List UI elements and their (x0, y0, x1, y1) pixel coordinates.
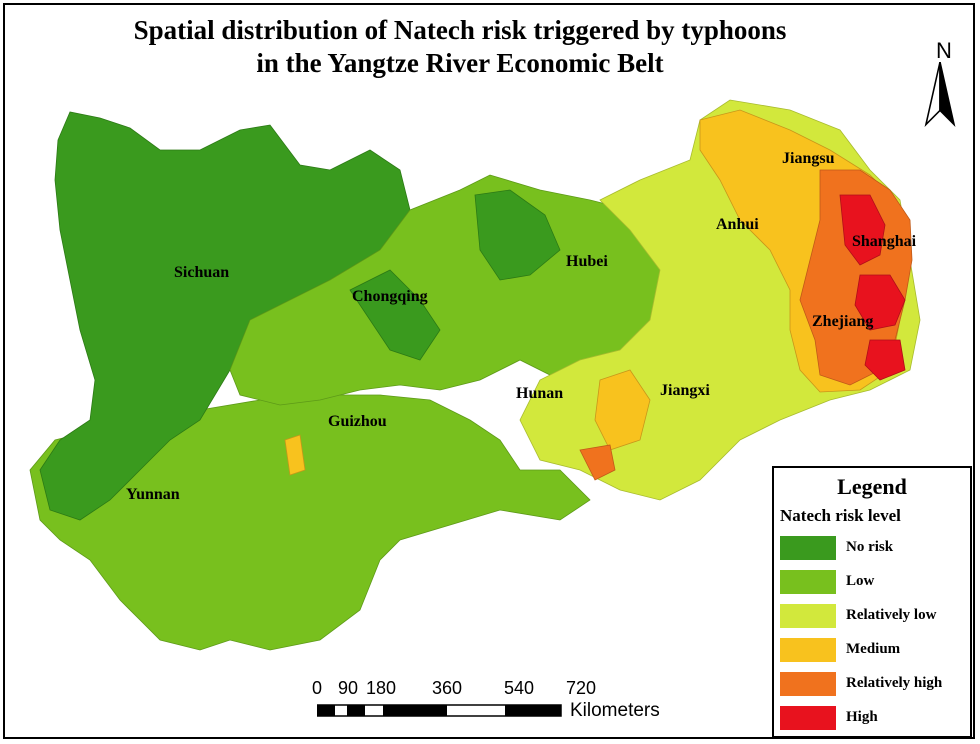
legend-label: High (846, 709, 878, 725)
legend-item-high: High (780, 706, 970, 732)
region-label-hubei: Hubei (566, 253, 608, 270)
region-label-yunnan: Yunnan (126, 486, 180, 503)
map-title-line-1: Spatial distribution of Natech risk trig… (133, 15, 787, 45)
scale-tick: 720 (566, 678, 597, 698)
legend-subtitle: Natech risk level (780, 506, 901, 525)
region-area-chongqing-norisk (349, 269, 441, 361)
region-area-shanghai-high (839, 194, 886, 266)
legend-label: Relatively high (846, 675, 943, 691)
legend-swatch (780, 672, 836, 696)
region-label-hunan: Hunan (516, 385, 564, 402)
legend-swatch (780, 536, 836, 560)
legend-item-no-risk: No risk (780, 536, 970, 562)
legend-swatch (780, 604, 836, 628)
legend-swatch (780, 706, 836, 730)
region-area-hubei-norisk (474, 189, 561, 281)
scale-tick: 180 (366, 678, 397, 698)
region-label-sichuan: Sichuan (174, 264, 230, 281)
legend-label: No risk (846, 539, 894, 555)
legend-label: Relatively low (846, 607, 937, 623)
region-label-shanghai: Shanghai (852, 233, 917, 250)
region-area-hunan-medium (579, 444, 616, 481)
map-title: Spatial distribution of Natech risk trig… (40, 14, 880, 80)
scale-tick: 0 (312, 678, 323, 698)
region-area-coast-high (864, 339, 906, 381)
region-label-chongqing: Chongqing (352, 288, 428, 305)
legend-swatch (780, 638, 836, 662)
scale-tick: 360 (432, 678, 463, 698)
north-arrow-icon (924, 62, 956, 128)
region-label-anhui: Anhui (716, 216, 759, 233)
scale-bar: 0 90 180 360 540 720 Kilometers (312, 678, 712, 728)
region-label-zhejiang: Zhejiang (812, 313, 874, 330)
region-area-guizhou-medium (284, 434, 306, 476)
scale-bar-graphic (317, 704, 562, 717)
scale-units: Kilometers (570, 700, 660, 721)
legend-panel: Legend Natech risk level No risk Low Rel… (772, 466, 972, 738)
legend-label: Medium (846, 641, 901, 657)
region-label-jiangxi: Jiangxi (660, 382, 710, 399)
region-label-jiangsu: Jiangsu (782, 150, 835, 167)
map-title-line-2: in the Yangtze River Economic Belt (256, 48, 664, 78)
legend-item-relatively-high: Relatively high (780, 672, 970, 698)
legend-item-relatively-low: Relatively low (780, 604, 970, 630)
region-label-guizhou: Guizhou (328, 413, 387, 430)
legend-item-medium: Medium (780, 638, 970, 664)
legend-title: Legend (837, 474, 907, 499)
scale-tick: 90 (338, 678, 359, 698)
region-area-jiangxi-medium (594, 369, 651, 451)
legend-swatch (780, 570, 836, 594)
legend-label: Low (846, 573, 875, 589)
north-arrow-label: N (936, 38, 952, 63)
legend-item-low: Low (780, 570, 970, 596)
scale-tick: 540 (504, 678, 535, 698)
region-area-zhejiang-high (854, 274, 906, 331)
